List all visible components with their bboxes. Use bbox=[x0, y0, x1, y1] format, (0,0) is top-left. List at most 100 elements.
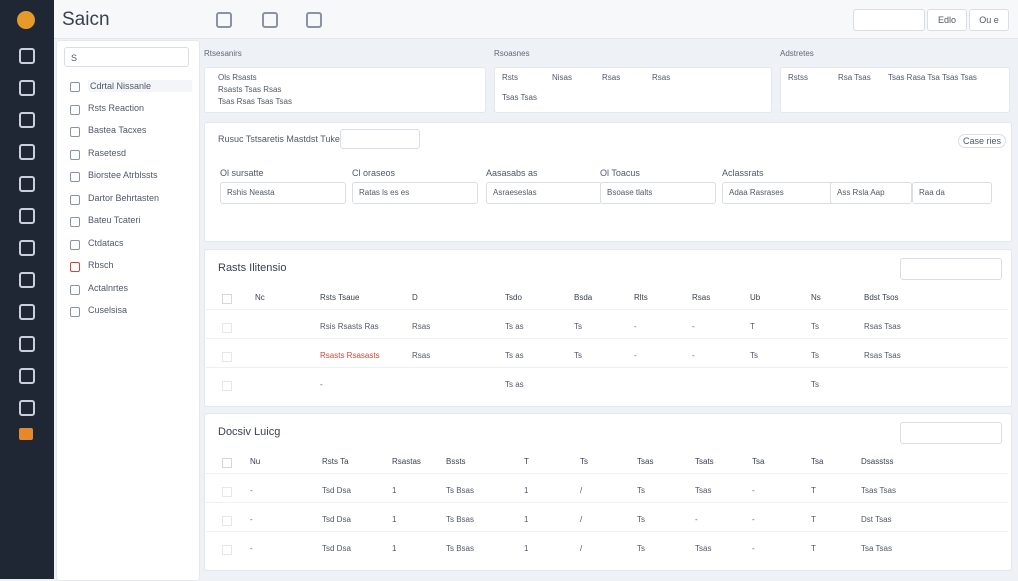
table-cell: Rsas Tsas bbox=[864, 322, 901, 331]
table-cell: Ts bbox=[637, 486, 645, 495]
table-cell: 1 bbox=[392, 486, 397, 495]
nav-item[interactable]: Bastea Tacxes bbox=[88, 125, 147, 135]
nav-icon bbox=[19, 368, 35, 384]
nav-item-icon[interactable] bbox=[70, 82, 80, 92]
row-divider bbox=[206, 338, 1008, 339]
column-header: D bbox=[412, 293, 418, 302]
column-header: Rsastas bbox=[392, 457, 421, 466]
column-header: Ub bbox=[750, 293, 761, 302]
table-cell: Ts bbox=[811, 322, 819, 331]
tab-icon bbox=[216, 12, 232, 28]
nav-icon bbox=[19, 336, 35, 352]
nav-icon bbox=[19, 48, 35, 64]
nav-item[interactable]: Bateu Tcateri bbox=[88, 215, 141, 225]
table-cell: - bbox=[692, 322, 695, 331]
table-cell: - bbox=[320, 380, 323, 389]
nav-item-icon[interactable] bbox=[70, 262, 80, 272]
nav-item[interactable]: Biorstee Atrblssts bbox=[88, 170, 158, 180]
row-divider bbox=[206, 502, 1008, 503]
nav-icon bbox=[19, 428, 33, 440]
table-cell: - bbox=[634, 322, 637, 331]
table-cell: Ts bbox=[574, 351, 582, 360]
nav-icon bbox=[19, 144, 35, 160]
summary-text: Rsas bbox=[602, 73, 621, 82]
table-cell: - bbox=[250, 544, 253, 553]
nav-item[interactable]: Dartor Behrtasten bbox=[88, 192, 160, 203]
summary-text: Tsas Rasa Tsa Tsas Tsas bbox=[888, 73, 977, 82]
nav-item[interactable]: Rasetesd bbox=[88, 147, 127, 158]
summary-text: Rsa Tsas bbox=[838, 73, 871, 82]
table-cell: - bbox=[695, 515, 698, 524]
summary-card bbox=[204, 67, 486, 113]
nav-item[interactable]: Rsts Reaction bbox=[88, 102, 145, 113]
nav-item-icon[interactable] bbox=[70, 127, 80, 137]
nav-icon bbox=[19, 304, 35, 320]
table-cell: Ts bbox=[811, 351, 819, 360]
table-cell: Ts bbox=[750, 351, 758, 360]
table-cell: 1 bbox=[392, 515, 397, 524]
row-divider bbox=[206, 473, 1008, 474]
nav-item-icon[interactable] bbox=[70, 307, 80, 317]
column-header: Ts bbox=[580, 457, 588, 466]
summary-text: Rsasts Tsas Rsas bbox=[218, 85, 282, 94]
header-button[interactable]: Edlo bbox=[927, 9, 967, 31]
table-cell: Tsas Tsas bbox=[861, 486, 896, 495]
column-header: Rsas bbox=[692, 293, 711, 302]
column-header: T bbox=[524, 457, 529, 466]
summary-text: Rsts bbox=[502, 73, 518, 82]
nav-item-icon[interactable] bbox=[70, 172, 80, 182]
column-header: Bsda bbox=[574, 293, 593, 302]
nav-search[interactable]: S bbox=[64, 47, 189, 67]
nav-item[interactable]: Cdrtal Nissanle bbox=[88, 80, 192, 92]
checkbox bbox=[222, 294, 232, 304]
field-input: Asraeseslas bbox=[486, 182, 602, 204]
nav-item-icon[interactable] bbox=[70, 284, 80, 295]
nav-item-icon[interactable] bbox=[70, 239, 80, 250]
table-cell: Tsas bbox=[695, 486, 712, 495]
toolbar bbox=[853, 9, 925, 31]
filter-input[interactable] bbox=[340, 129, 420, 149]
table-cell: Ts bbox=[811, 380, 819, 389]
summary-text: Ols Rsasts bbox=[218, 73, 257, 82]
section-label: Rtsesanirs bbox=[204, 49, 242, 58]
nav-item[interactable]: Cuselsisa bbox=[88, 305, 128, 315]
summary-text: Tsas Tsas bbox=[502, 93, 537, 102]
field-label: Cl oraseos bbox=[352, 168, 396, 178]
nav-icon bbox=[19, 112, 35, 128]
table-cell: Rsas bbox=[412, 322, 431, 331]
table-cell: Ts Bsas bbox=[446, 544, 475, 553]
column-header: Tsdo bbox=[505, 293, 522, 302]
table-cell: Tsas bbox=[695, 544, 712, 553]
table-cell: Ts as bbox=[505, 380, 524, 389]
nav-item[interactable]: Rbsch bbox=[88, 260, 114, 270]
table-cell: Tsd Dsa bbox=[322, 544, 351, 553]
table-cell: / bbox=[580, 486, 583, 495]
link[interactable]: Case ries bbox=[958, 134, 1007, 148]
table-cell: Tsd Dsa bbox=[322, 515, 351, 524]
checkbox bbox=[222, 323, 232, 333]
table-panel bbox=[204, 413, 1012, 571]
nav-icon bbox=[19, 208, 35, 224]
tab-icon bbox=[262, 12, 278, 28]
table-cell: - bbox=[752, 486, 755, 495]
column-header: Tsa bbox=[811, 457, 824, 466]
nav-item-icon[interactable] bbox=[70, 104, 80, 115]
header-button[interactable]: Ou e bbox=[969, 9, 1009, 31]
row-divider bbox=[206, 309, 1008, 310]
nav-item[interactable]: Actalnrtes bbox=[88, 282, 129, 293]
nav-item[interactable]: Ctdatacs bbox=[88, 237, 124, 248]
nav-item-icon[interactable] bbox=[70, 217, 80, 227]
nav-item-icon[interactable] bbox=[70, 194, 80, 205]
table-panel bbox=[204, 249, 1012, 407]
table-cell: Ts bbox=[637, 544, 645, 553]
table-toolbar bbox=[900, 422, 1002, 444]
field-label: Aasasabs as bbox=[486, 168, 538, 178]
column-header: Nc bbox=[255, 293, 265, 302]
nav-item-icon[interactable] bbox=[70, 149, 80, 160]
table-cell: T bbox=[811, 515, 816, 524]
checkbox bbox=[222, 516, 232, 526]
table-cell: - bbox=[634, 351, 637, 360]
nav-icon bbox=[19, 272, 35, 288]
field-input: Bsoase tlalts bbox=[600, 182, 716, 204]
sidebar bbox=[0, 0, 54, 579]
